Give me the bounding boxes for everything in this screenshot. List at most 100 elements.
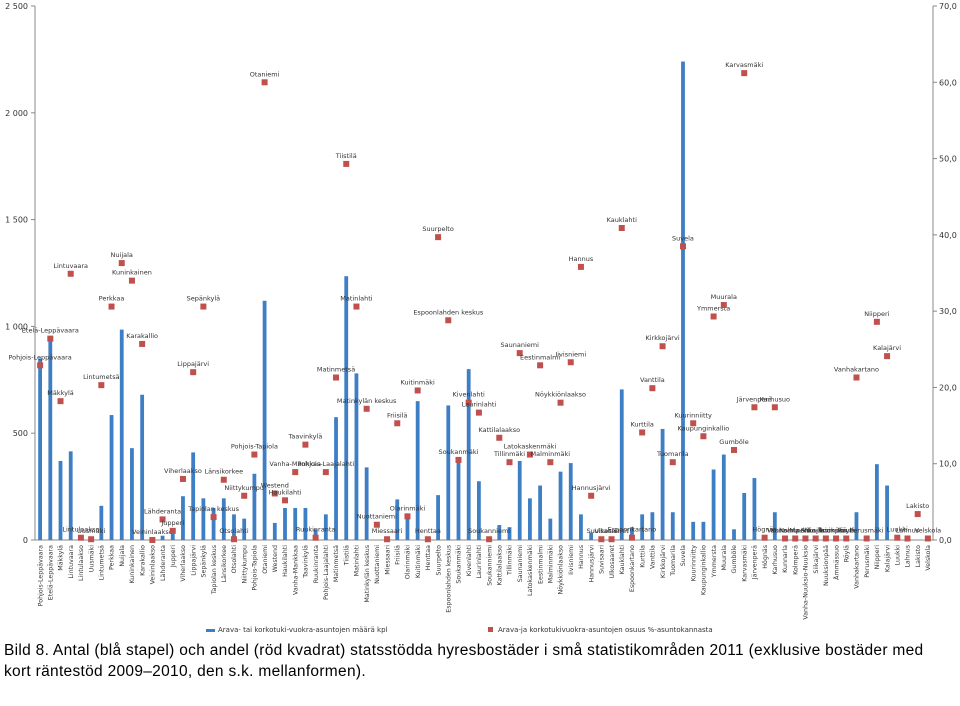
bar xyxy=(752,478,757,540)
point xyxy=(200,303,207,310)
point xyxy=(822,535,829,542)
point-label: Suvisaari xyxy=(586,527,616,535)
point xyxy=(588,492,595,499)
bar xyxy=(854,512,859,540)
x-tick-label: Niittykumpu xyxy=(241,545,248,583)
point xyxy=(914,511,921,518)
x-tick-label: Saunaniemi xyxy=(517,545,524,582)
x-tick-label: Laurinlahti xyxy=(476,545,483,579)
point-label: Olarinmäki xyxy=(390,504,426,512)
y2-tick-label: 10,0 xyxy=(939,460,957,469)
x-tick-label: Jupperi xyxy=(170,545,177,568)
point-label: Kauklahti xyxy=(607,216,637,224)
point-label: Iivisniemi xyxy=(555,350,586,358)
x-tick-label: Gumböle xyxy=(731,545,738,574)
bar xyxy=(456,458,461,540)
x-tick-label: Niipperi xyxy=(874,545,881,570)
point xyxy=(873,318,880,325)
bar xyxy=(579,514,583,540)
point xyxy=(169,527,176,534)
x-tick-label: Karakallio xyxy=(139,545,146,576)
point xyxy=(812,535,819,542)
point xyxy=(608,536,615,543)
bar xyxy=(466,369,471,540)
x-tick-label: Latokaskenmäki xyxy=(527,545,534,596)
legend-swatch xyxy=(488,627,493,632)
x-tick-label: Suvisaari xyxy=(599,545,606,574)
point-label: Friisilä xyxy=(387,411,408,419)
bar xyxy=(262,300,267,540)
point xyxy=(333,374,340,381)
x-tick-label: Tiistilä xyxy=(343,545,350,566)
point xyxy=(659,343,666,350)
y2-tick-label: 60,0 xyxy=(939,78,957,87)
point-label: Hannus xyxy=(569,255,594,263)
point xyxy=(322,469,329,476)
point xyxy=(884,353,891,360)
point-label: Henttaa xyxy=(415,527,441,535)
point-label: Haukilahti xyxy=(269,488,302,496)
point xyxy=(833,535,840,542)
bar xyxy=(140,394,145,540)
point xyxy=(863,535,870,542)
x-tick-label: Pohjois-Leppävaara xyxy=(37,545,44,606)
x-tick-label: Velskola xyxy=(925,545,932,571)
y2-tick-label: 0,0 xyxy=(939,536,952,545)
point-label: Kattilalaakso xyxy=(478,426,520,434)
bar xyxy=(160,535,165,540)
bar xyxy=(660,428,665,540)
point xyxy=(343,160,350,167)
x-tick-label: Eestinmalmi xyxy=(537,545,544,584)
point xyxy=(353,303,360,310)
x-tick-label: Etelä-Leppävaara xyxy=(48,545,55,600)
y2-tick-label: 30,0 xyxy=(939,307,957,316)
point-label: Perusmäki xyxy=(850,526,884,534)
point-label: Lähderanta xyxy=(144,507,181,515)
point-label: Ämmässuo xyxy=(818,525,854,534)
x-tick-label: Kirkkojärvi xyxy=(660,545,667,578)
bar xyxy=(395,499,400,540)
x-tick-label: Länsikorkee xyxy=(221,545,228,583)
bar xyxy=(507,527,512,540)
bar xyxy=(283,507,287,540)
point-label: Viherlaakso xyxy=(164,467,202,475)
point-label: Suurpelto xyxy=(422,225,454,233)
legend-swatch xyxy=(206,629,215,632)
bar xyxy=(313,529,318,540)
x-tick-label: Karhusuo xyxy=(772,545,779,575)
bar xyxy=(517,460,522,540)
bar xyxy=(170,533,175,540)
point-label: Miessaari xyxy=(372,527,403,535)
x-tick-label: Lippajärvi xyxy=(190,545,197,576)
x-tick-label: Ymmersta xyxy=(711,545,718,578)
point xyxy=(465,399,472,406)
bar xyxy=(568,463,573,540)
point xyxy=(537,362,544,369)
point-label: Jupperi xyxy=(160,519,184,527)
caption: Bild 8. Antal (blå stapel) och andel (rö… xyxy=(4,642,924,680)
x-tick-label: Westend xyxy=(272,545,279,572)
point-label: Siikajärvi xyxy=(801,526,831,534)
x-tick-label: Karvasmäki xyxy=(741,545,748,582)
bar xyxy=(436,495,440,540)
bar xyxy=(415,401,420,540)
point-label: Taavinkylä xyxy=(288,433,323,441)
bar xyxy=(681,61,685,540)
point-label: Soukanmäki xyxy=(439,448,479,456)
point-label: Tillinmäki xyxy=(493,450,525,458)
point xyxy=(751,404,758,411)
x-tick-label: Olarinmäki xyxy=(405,545,412,580)
x-tick-label: Kauklahti xyxy=(619,545,626,575)
bar xyxy=(558,471,563,540)
point xyxy=(108,303,115,310)
point xyxy=(924,535,931,542)
point-label: Luukki xyxy=(887,526,908,534)
point xyxy=(843,535,850,542)
bar xyxy=(476,481,481,540)
point xyxy=(47,335,54,342)
x-tick-label: Vanha-Nuuksio-Nuuksio xyxy=(803,545,810,620)
point xyxy=(271,490,278,497)
bar xyxy=(630,527,634,540)
point xyxy=(516,350,523,357)
point-label: Muurala xyxy=(711,293,737,301)
